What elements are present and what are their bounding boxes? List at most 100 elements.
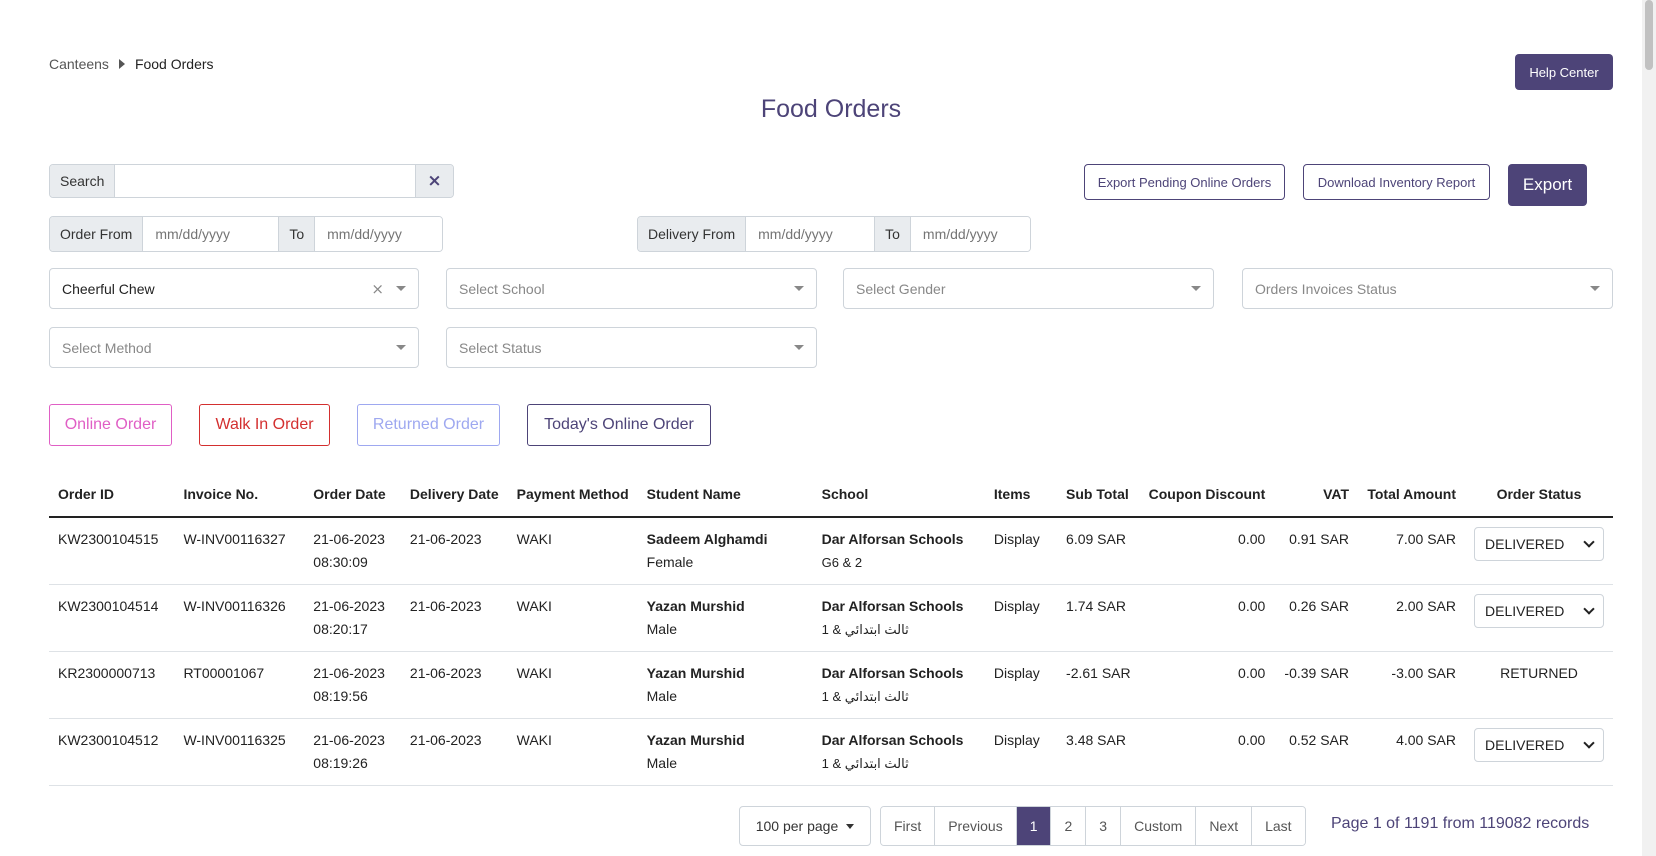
scrollbar-thumb[interactable] [1645,0,1653,70]
order-status-cell: DELIVERED [1465,517,1613,585]
order-to-label: To [278,217,316,251]
page-3-button[interactable]: 3 [1085,807,1121,845]
method-select[interactable]: Select Method [49,327,419,368]
col-student-name[interactable]: Student Name [637,472,813,518]
todays-online-order-button[interactable]: Today's Online Order [527,404,711,446]
total-amount: 7.00 SAR [1358,517,1465,585]
canteen-select-value: Cheerful Chew [62,280,155,297]
next-page-button[interactable]: Next [1195,807,1252,845]
school-name: Dar Alforsan Schools [821,665,964,681]
order-id: KR2300000713 [49,651,175,719]
search-group: Search × [49,164,454,198]
col-invoice-no[interactable]: Invoice No. [174,472,305,518]
payment-method: WAKI [507,584,638,652]
download-inventory-report-button[interactable]: Download Inventory Report [1303,164,1490,200]
order-from-input[interactable] [143,217,279,251]
sub-total: 6.09 SAR [1057,517,1140,585]
order-status-dropdown[interactable]: DELIVERED [1474,594,1604,628]
items-display-link[interactable]: Display [984,584,1058,652]
vat: 0.26 SAR [1274,584,1359,652]
per-page-dropdown[interactable]: 100 per page [739,806,871,846]
first-page-button[interactable]: First [881,807,935,845]
school-name: Dar Alforsan Schools [821,531,964,547]
page-title: Food Orders [760,95,902,123]
breadcrumb-canteens-link[interactable]: Canteens [49,56,109,72]
student-gender: Female [646,554,694,570]
sub-total: -2.61 SAR [1057,651,1140,719]
custom-page-button[interactable]: Custom [1120,807,1196,845]
order-date: 21-06-2023 [313,598,385,614]
online-order-button[interactable]: Online Order [49,404,172,446]
table-row[interactable]: KW2300104515 W-INV00116327 21-06-2023 08:… [49,517,1613,585]
delivery-to-input[interactable] [910,217,1030,251]
invoice-no: W-INV00116325 [174,718,305,786]
col-vat[interactable]: VAT [1274,472,1359,518]
student-name: Yazan Murshid [646,732,745,748]
breadcrumb-current: Food Orders [134,56,214,72]
table-row[interactable]: KR2300000713 RT00001067 21-06-2023 08:19:… [49,651,1613,719]
invoice-no: W-INV00116327 [174,517,305,585]
walk-in-order-button[interactable]: Walk In Order [199,404,330,446]
items-display-link[interactable]: Display [984,651,1058,719]
payment-method: WAKI [507,651,638,719]
student-cell: Yazan Murshid Male [637,651,813,719]
col-school[interactable]: School [812,472,985,518]
student-cell: Yazan Murshid Male [637,584,813,652]
export-button[interactable]: Export [1508,164,1587,206]
school-select[interactable]: Select School [446,268,817,309]
delivery-from-input[interactable] [746,217,875,251]
page-1-button[interactable]: 1 [1015,807,1051,845]
school-cell: Dar Alforsan Schools ثالث ابتدائي & 1 [812,718,985,786]
col-payment-method[interactable]: Payment Method [507,472,638,518]
canteen-select[interactable]: Cheerful Chew × [49,268,419,309]
items-display-link[interactable]: Display [984,517,1058,585]
delivery-date: 21-06-2023 [400,651,508,719]
records-summary: Page 1 of 1191 from 119082 records [1331,815,1590,832]
order-date: 21-06-2023 [313,665,385,681]
table-row[interactable]: KW2300104514 W-INV00116326 21-06-2023 08:… [49,584,1613,652]
col-order-status[interactable]: Order Status [1465,472,1613,518]
clear-canteen-icon[interactable]: × [371,279,384,298]
chevron-down-icon [1583,603,1595,615]
school-name: Dar Alforsan Schools [821,598,964,614]
total-amount: 4.00 SAR [1358,718,1465,786]
clear-search-button[interactable]: × [415,165,453,197]
last-page-button[interactable]: Last [1251,807,1305,845]
col-order-date[interactable]: Order Date [304,472,401,518]
school-cell: Dar Alforsan Schools G6 & 2 [812,517,985,585]
order-status-dropdown[interactable]: DELIVERED [1474,527,1604,561]
col-coupon-discount[interactable]: Coupon Discount [1139,472,1275,518]
order-time: 08:19:56 [313,688,368,704]
order-date-cell: 21-06-2023 08:30:09 [304,517,401,585]
gender-select[interactable]: Select Gender [843,268,1214,309]
vertical-scrollbar[interactable] [1642,0,1656,856]
order-status-value: DELIVERED [1485,602,1565,619]
page-2-button[interactable]: 2 [1050,807,1086,845]
col-order-id[interactable]: Order ID [49,472,175,518]
col-delivery-date[interactable]: Delivery Date [400,472,508,518]
search-input[interactable] [115,165,415,197]
order-id: KW2300104512 [49,718,175,786]
order-status-value: DELIVERED [1485,535,1565,552]
returned-order-button[interactable]: Returned Order [357,404,500,446]
invoice-no: RT00001067 [174,651,305,719]
status-select[interactable]: Select Status [446,327,817,368]
col-items[interactable]: Items [984,472,1058,518]
method-select-placeholder: Select Method [62,339,152,356]
student-name: Yazan Murshid [646,665,745,681]
col-sub-total[interactable]: Sub Total [1057,472,1140,518]
delivery-date: 21-06-2023 [400,718,508,786]
help-center-button[interactable]: Help Center [1515,54,1613,90]
order-date: 21-06-2023 [313,732,385,748]
invoice-status-select[interactable]: Orders Invoices Status [1242,268,1613,309]
school-grade: ثالث ابتدائي & 1 [821,756,909,771]
order-status-dropdown[interactable]: DELIVERED [1474,728,1604,762]
order-time: 08:20:17 [313,621,368,637]
export-pending-online-orders-button[interactable]: Export Pending Online Orders [1084,164,1285,200]
items-display-link[interactable]: Display [984,718,1058,786]
col-total-amount[interactable]: Total Amount [1358,472,1465,518]
caret-down-icon [846,823,855,829]
previous-page-button[interactable]: Previous [934,807,1016,845]
table-row[interactable]: KW2300104512 W-INV00116325 21-06-2023 08:… [49,718,1613,786]
order-to-input[interactable] [315,217,442,251]
